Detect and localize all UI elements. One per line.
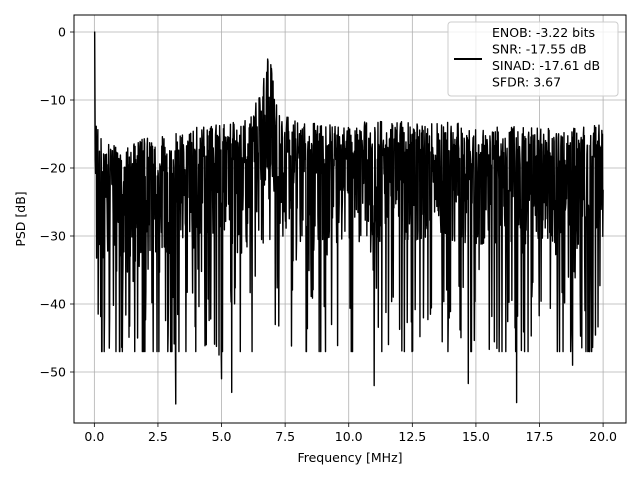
legend-entry-snr: SNR: -17.55 dB	[492, 42, 587, 57]
y-axis-label: PSD [dB]	[13, 191, 28, 246]
legend-entry-sfdr: SFDR: 3.67	[492, 75, 561, 90]
x-tick-label: 20.0	[589, 429, 617, 444]
x-tick-label: 0.0	[84, 429, 104, 444]
legend-box	[447, 21, 619, 97]
y-tick-label: −30	[40, 229, 66, 244]
y-tick-label: −10	[40, 93, 66, 108]
y-tick-label: −40	[40, 297, 66, 312]
y-tick-label: −50	[40, 365, 66, 380]
x-tick-label: 17.5	[526, 429, 554, 444]
x-tick-label: 2.5	[148, 429, 168, 444]
x-tick-label: 7.5	[275, 429, 295, 444]
x-tick-label: 10.0	[335, 429, 363, 444]
plot-area	[93, 31, 604, 405]
x-tick-label: 15.0	[462, 429, 490, 444]
x-tick-label: 5.0	[212, 429, 232, 444]
axes-frame	[73, 14, 627, 424]
legend-entry-sinad: SINAD: -17.61 dB	[492, 58, 600, 73]
x-tick-label: 12.5	[398, 429, 426, 444]
legend-entry-enob: ENOB: -3.22 bits	[492, 25, 595, 40]
x-axis-label: Frequency [MHz]	[297, 450, 402, 465]
y-tick-label: −20	[40, 161, 66, 176]
legend: ENOB: -3.22 bits SNR: -17.55 dB SINAD: -…	[447, 21, 619, 97]
ticks: 0.0 2.5 5.0 7.5 10.0 12.5 15.0 17.5 20.0 0 −10 −20 −…	[40, 25, 617, 445]
psd-series-line	[93, 31, 604, 405]
y-tick-label: 0	[58, 25, 66, 40]
